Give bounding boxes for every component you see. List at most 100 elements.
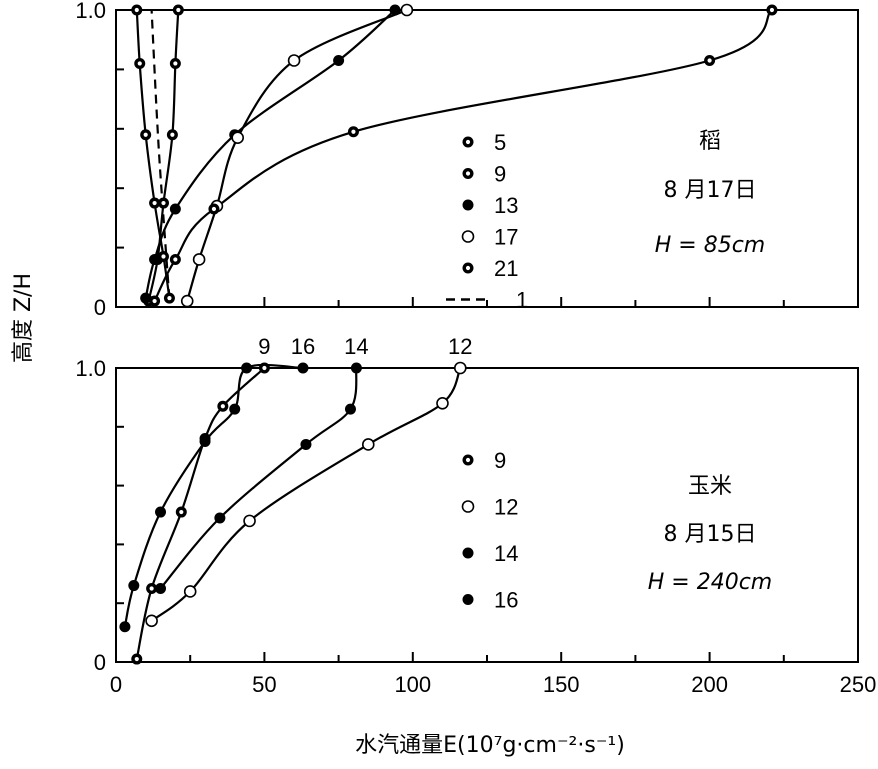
- bottom-annotation: 玉米: [688, 474, 732, 499]
- top-series-line-1: [150, 9, 171, 299]
- bottom-legend-swatch-9: [462, 454, 474, 466]
- top-legend-swatch-13: [462, 199, 474, 211]
- bottom-panel-frame: [115, 367, 859, 663]
- top-legend-label-17: 17: [494, 225, 518, 250]
- bottom-point-12: [453, 361, 467, 375]
- top-point-17: [231, 131, 244, 145]
- top-point-17: [180, 294, 194, 308]
- bottom-curve-label-12: 12: [448, 334, 472, 359]
- top-point-21: [704, 54, 716, 66]
- reference-lines: [116, 9, 858, 369]
- bottom-x-tick-label: 0: [110, 672, 122, 697]
- top-point-9: [149, 197, 161, 209]
- bottom-point-16: [241, 362, 253, 374]
- bottom-point-9: [146, 583, 158, 594]
- top-point-13: [169, 203, 181, 215]
- chart-text: 高度 Z/H 水汽通量E(10⁷g·cm⁻²·s⁻¹) 0 1.0 5 9 13 17 21…: [11, 0, 876, 758]
- top-legend-label-1: 1: [516, 288, 528, 313]
- top-series-line-13: [144, 9, 396, 299]
- top-point-9: [134, 57, 146, 69]
- top-legend-swatch-17: [461, 230, 475, 243]
- top-point-17: [400, 3, 414, 17]
- bottom-point-16: [297, 362, 309, 374]
- top-point-5: [157, 197, 169, 209]
- top-point-21: [169, 253, 181, 265]
- top-point-17: [192, 253, 206, 266]
- bottom-y-tick-label: 1.0: [75, 356, 106, 381]
- top-point-13: [389, 4, 401, 16]
- top-annotation: H = 85cm: [655, 233, 765, 258]
- top-legend-label-5: 5: [494, 130, 506, 155]
- top-legend-label-21: 21: [494, 256, 518, 281]
- bottom-series-line-14: [159, 367, 358, 590]
- top-point-21: [347, 126, 359, 138]
- bottom-x-tick-label: 100: [394, 672, 431, 697]
- bottom-point-14: [155, 583, 167, 594]
- bottom-legend-label-14: 14: [494, 541, 518, 566]
- bottom-point-12: [145, 614, 158, 628]
- bottom-curve-label-14: 14: [344, 334, 368, 359]
- bottom-annotation: 8 月15日: [664, 522, 757, 547]
- bottom-point-12: [361, 438, 375, 451]
- top-annotation: 稻: [699, 129, 721, 154]
- bottom-series-line-12: [150, 367, 462, 622]
- top-point-5: [166, 129, 178, 141]
- top-point-9: [163, 292, 175, 304]
- bottom-legend-label-16: 16: [494, 588, 518, 613]
- bottom-point-14: [300, 438, 312, 450]
- top-point-9: [131, 4, 143, 16]
- bottom-point-9: [131, 653, 143, 665]
- top-point-13: [149, 253, 161, 265]
- top-y-tick-label: 0: [94, 295, 106, 320]
- bottom-legend-swatch-14: [462, 547, 474, 559]
- axis-ticks: [116, 68, 785, 662]
- bottom-legend-label-12: 12: [494, 495, 518, 520]
- bottom-panel: [115, 367, 859, 663]
- top-point-13: [333, 54, 345, 66]
- bottom-point-9: [175, 506, 187, 518]
- top-point-21: [149, 295, 161, 307]
- top-point-13: [140, 292, 152, 304]
- bottom-x-tick-label: 250: [840, 672, 877, 697]
- top-y-tick-label: 1.0: [75, 0, 106, 23]
- bottom-point-14: [350, 362, 362, 374]
- top-legend-label-13: 13: [494, 193, 518, 218]
- top-point-5: [169, 57, 181, 69]
- top-point-21: [766, 4, 778, 16]
- bottom-point-9: [258, 362, 270, 374]
- bottom-point-14: [214, 512, 226, 524]
- bottom-legend-label-9: 9: [494, 448, 506, 473]
- bottom-point-16: [155, 506, 167, 518]
- x-axis-title: 水汽通量E(10⁷g·cm⁻²·s⁻¹): [355, 733, 625, 758]
- top-legend-label-9: 9: [494, 162, 506, 187]
- bottom-x-tick-label: 50: [252, 672, 276, 697]
- bottom-annotation: H = 240cm: [648, 570, 772, 595]
- bottom-x-tick-label: 150: [543, 672, 580, 697]
- bottom-legend-swatch-16: [462, 594, 474, 605]
- bottom-y-tick-label: 0: [94, 650, 106, 675]
- bottom-curve-label-16: 16: [291, 334, 315, 359]
- top-legend-swatch-21: [462, 262, 474, 274]
- y-axis-title: 高度 Z/H: [11, 273, 36, 363]
- bottom-x-tick-label: 200: [691, 672, 728, 697]
- series-markers: [119, 3, 778, 665]
- top-legend-swatch-9: [462, 168, 474, 179]
- bottom-point-16: [199, 436, 211, 447]
- bottom-point-16: [119, 621, 131, 633]
- top-series-line-17: [186, 8, 408, 302]
- top-annotation: 8 月17日: [664, 178, 757, 203]
- top-point-9: [157, 251, 169, 263]
- bottom-point-12: [243, 514, 256, 528]
- top-point-17: [287, 54, 301, 67]
- bottom-point-12: [436, 396, 449, 410]
- top-panel: [115, 9, 859, 308]
- top-point-21: [208, 203, 220, 215]
- top-legend-swatch-5: [462, 136, 474, 148]
- top-panel-frame: [115, 9, 859, 308]
- bottom-point-9: [217, 400, 229, 412]
- bottom-point-16: [128, 580, 140, 592]
- bottom-curve-label-9: 9: [258, 334, 270, 359]
- top-point-5: [172, 4, 184, 16]
- bottom-point-12: [183, 585, 197, 598]
